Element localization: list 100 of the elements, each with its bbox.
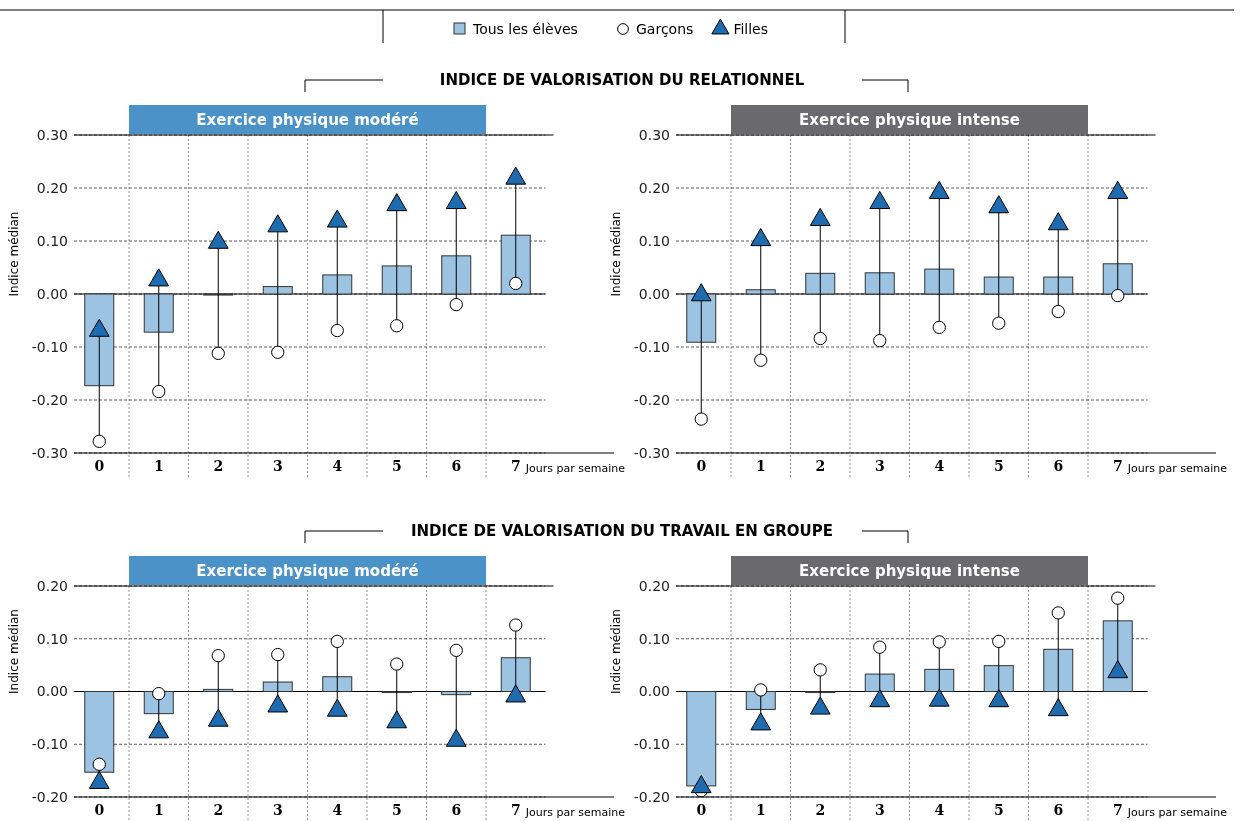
x-tick-label: 6 — [1053, 458, 1064, 474]
point — [1111, 288, 1125, 303]
x-tick-label: 4 — [332, 458, 343, 474]
y-tick-label: -0.10 — [633, 338, 670, 355]
x-tick-label: 2 — [815, 458, 826, 474]
y-tick-label: 0.20 — [36, 577, 68, 594]
x-axis-title: Jours par semaine — [1126, 806, 1228, 819]
y-tick-label: 0.00 — [638, 683, 670, 700]
text: INDICE DE VALORISATION DU RELATIONNEL — [439, 71, 805, 89]
x-tick-label: 6 — [451, 802, 462, 818]
x-axis-title: Jours par semaine — [524, 462, 626, 475]
x-tick-label: 5 — [993, 458, 1004, 474]
x-tick-label: 4 — [934, 802, 945, 818]
point — [988, 195, 1010, 214]
point — [1107, 660, 1129, 679]
y-tick-label: 0.30 — [638, 126, 670, 143]
point — [386, 710, 408, 729]
bar — [1102, 263, 1133, 295]
point — [326, 698, 348, 717]
bar — [203, 688, 234, 692]
y-tick-label: 0.00 — [638, 285, 670, 302]
y-tick-label: -0.10 — [31, 736, 68, 753]
point — [869, 689, 891, 708]
point — [386, 193, 408, 212]
bar — [262, 681, 293, 692]
x-tick-label: 2 — [815, 802, 826, 818]
y-tick-label: -0.10 — [633, 736, 670, 753]
y-tick-label: 0.20 — [638, 577, 670, 594]
x-tick-label: 0 — [94, 458, 105, 474]
y-tick-label: 0.20 — [36, 179, 68, 196]
legend-label: Filles — [733, 21, 769, 37]
point — [152, 686, 166, 701]
chart-subtitle: Exercice physique modéré — [196, 562, 419, 580]
x-tick-label: 5 — [391, 802, 402, 818]
y-axis-title: Indice médian — [609, 211, 623, 297]
point — [690, 283, 712, 302]
x-tick-label: 1 — [153, 458, 164, 474]
legend-label: Tous les élèves — [472, 21, 578, 37]
x-tick-label: 5 — [993, 802, 1004, 818]
x-tick-label: 6 — [451, 458, 462, 474]
point — [445, 190, 467, 210]
x-tick-label: 3 — [874, 802, 885, 818]
point — [207, 230, 229, 249]
x-tick-label: 3 — [272, 458, 283, 474]
point — [754, 683, 768, 697]
x-tick-label: 2 — [213, 458, 224, 474]
point — [928, 688, 950, 707]
x-tick-label: 7 — [510, 458, 521, 474]
bar — [805, 272, 836, 295]
bar — [322, 676, 353, 692]
chart-subtitle: Exercice physique intense — [799, 111, 1020, 129]
bar — [1043, 276, 1074, 295]
x-tick-label: 2 — [213, 802, 224, 818]
x-tick-label: 3 — [272, 802, 283, 818]
point — [750, 228, 772, 247]
point — [445, 728, 467, 747]
point — [267, 214, 289, 233]
bar — [322, 274, 353, 295]
y-tick-label: 0.00 — [36, 285, 68, 302]
point — [1107, 180, 1129, 199]
y-tick-label: 0.30 — [36, 126, 68, 143]
legend-label: Garçons — [636, 21, 694, 37]
point — [869, 190, 891, 210]
point — [326, 209, 348, 228]
x-tick-label: 1 — [755, 458, 766, 474]
bar — [924, 268, 955, 295]
y-axis-title: Indice médian — [7, 211, 21, 297]
bar — [143, 293, 174, 333]
point — [1047, 698, 1069, 717]
y-tick-label: 0.10 — [36, 630, 68, 647]
y-tick-label: -0.20 — [31, 788, 68, 805]
bar — [745, 289, 776, 295]
point — [88, 770, 110, 789]
point — [505, 166, 527, 185]
x-tick-label: 7 — [1112, 458, 1123, 474]
y-tick-label: -0.20 — [633, 391, 670, 408]
text: INDICE DE VALORISATION DU TRAVAIL EN GROUPE — [410, 522, 834, 540]
bar — [500, 657, 531, 692]
point — [750, 712, 772, 731]
point — [1047, 212, 1069, 231]
bar — [441, 255, 472, 295]
y-axis-title: Indice médian — [609, 609, 623, 694]
point — [267, 694, 289, 713]
x-tick-label: 4 — [934, 458, 945, 474]
x-tick-label: 0 — [696, 802, 707, 818]
bar — [381, 265, 412, 295]
x-tick-label: 0 — [94, 802, 105, 818]
x-tick-label: 1 — [153, 802, 164, 818]
x-tick-label: 7 — [1112, 802, 1123, 818]
y-tick-label: 0.20 — [638, 179, 670, 196]
y-tick-label: -0.30 — [31, 444, 68, 461]
x-tick-label: 0 — [696, 458, 707, 474]
x-tick-label: 6 — [1053, 802, 1064, 818]
x-tick-label: 7 — [510, 802, 521, 818]
y-tick-label: -0.30 — [633, 444, 670, 461]
x-tick-label: 4 — [332, 802, 343, 818]
y-tick-label: 0.10 — [638, 232, 670, 249]
point — [809, 696, 831, 715]
chart-subtitle: Exercice physique modéré — [196, 111, 419, 129]
point — [207, 708, 229, 727]
